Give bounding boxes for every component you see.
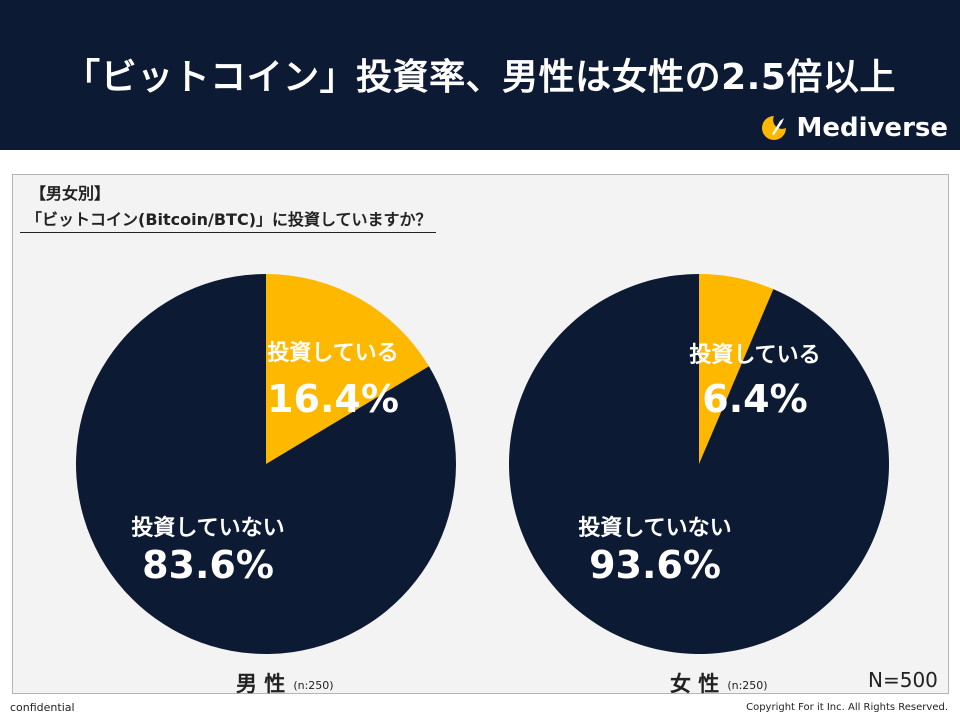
group-name: 男 性 [236,672,286,696]
brand-name: Mediverse [796,113,948,143]
pie-slice-not-invested [75,274,456,654]
pie-slice-invested [266,274,429,464]
group-n: (n:250) [727,678,768,692]
brand-logo: Mediverse [758,110,948,146]
question-category: 【男女別】 [30,184,111,203]
group-n: (n:250) [293,678,334,692]
total-sample: N=500 [868,668,938,692]
header-bar [0,0,960,150]
group-name: 女 性 [670,672,720,696]
footer-copyright: Copyright For it Inc. All Rights Reserve… [746,702,948,713]
question-text: 「ビットコイン(Bitcoin/BTC)」に投資していますか？ [20,206,436,233]
rocket-moon-icon [762,116,787,140]
group-label-female: 女 性 (n:250) [670,668,768,698]
footer-confidential: confidential [10,701,75,714]
slice-value: 6.4% [702,377,807,421]
pie-slice-invested [699,274,774,464]
group-label-male: 男 性 (n:250) [236,668,334,698]
slice-value: 83.6% [142,543,274,587]
slice-value: 16.4% [267,377,399,421]
slice-label: 投資していない [131,515,284,541]
page-title: 「ビットコイン」投資率、男性は女性の2.5倍以上 [64,57,896,98]
slice-value: 93.6% [589,543,721,587]
slice-label: 投資している [689,342,820,368]
slice-label: 投資していない [578,515,731,541]
slice-label: 投資している [267,340,398,366]
pie-slice-not-invested [509,274,890,654]
